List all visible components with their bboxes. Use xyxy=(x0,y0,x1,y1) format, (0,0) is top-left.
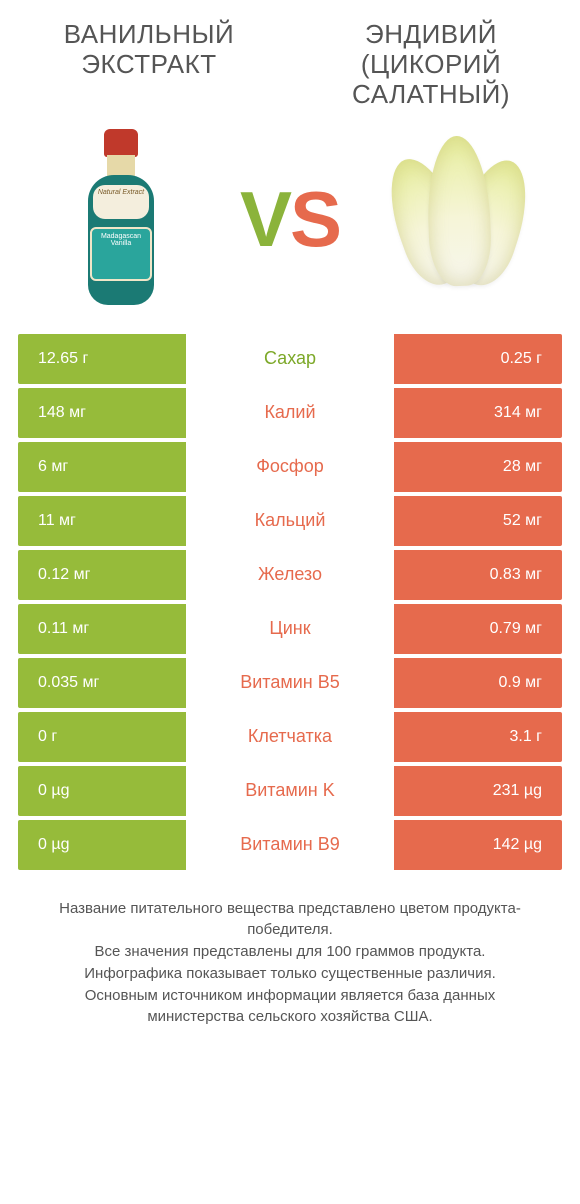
table-row: 0.035 мгВитамин B50.9 мг xyxy=(18,658,562,708)
table-row: 0 µgВитамин K231 µg xyxy=(18,766,562,816)
table-row: 6 мгФосфор28 мг xyxy=(18,442,562,492)
footnote-line: Основным источником информации является … xyxy=(40,985,540,1029)
right-value: 28 мг xyxy=(394,442,562,492)
left-value: 0.035 мг xyxy=(18,658,186,708)
endive-icon xyxy=(374,134,544,304)
left-value: 0.12 мг xyxy=(18,550,186,600)
left-value: 0 г xyxy=(18,712,186,762)
table-row: 0 гКлетчатка3.1 г xyxy=(18,712,562,762)
right-value: 0.9 мг xyxy=(394,658,562,708)
footnote-line: Название питательного вещества представл… xyxy=(40,898,540,942)
comparison-table: 12.65 гСахар0.25 г148 мгКалий314 мг6 мгФ… xyxy=(18,334,562,870)
table-row: 0.11 мгЦинк0.79 мг xyxy=(18,604,562,654)
table-row: 0.12 мгЖелезо0.83 мг xyxy=(18,550,562,600)
table-row: 0 µgВитамин B9142 µg xyxy=(18,820,562,870)
nutrient-name: Калий xyxy=(186,388,394,438)
footnotes: Название питательного вещества представл… xyxy=(40,898,540,1029)
right-image xyxy=(356,124,562,314)
left-value: 6 мг xyxy=(18,442,186,492)
left-title: ВАНИЛЬНЫЙ ЭКСТРАКТ xyxy=(18,20,280,110)
left-value: 0 µg xyxy=(18,820,186,870)
nutrient-name: Фосфор xyxy=(186,442,394,492)
left-value: 0 µg xyxy=(18,766,186,816)
nutrient-name: Витамин B5 xyxy=(186,658,394,708)
right-title: ЭНДИВИЙ (ЦИКОРИЙ САЛАТНЫЙ) xyxy=(300,20,562,110)
right-value: 0.79 мг xyxy=(394,604,562,654)
bottle-label-top: Natural Extract xyxy=(93,185,149,219)
vs-v: V xyxy=(240,175,290,263)
right-value: 0.25 г xyxy=(394,334,562,384)
left-value: 148 мг xyxy=(18,388,186,438)
images-row: Natural Extract Madagascan Vanilla VS xyxy=(18,124,562,314)
left-image: Natural Extract Madagascan Vanilla xyxy=(18,124,224,314)
table-row: 11 мгКальций52 мг xyxy=(18,496,562,546)
nutrient-name: Сахар xyxy=(186,334,394,384)
left-value: 11 мг xyxy=(18,496,186,546)
nutrient-name: Витамин B9 xyxy=(186,820,394,870)
vs-label: VS xyxy=(240,180,340,258)
left-value: 12.65 г xyxy=(18,334,186,384)
left-value: 0.11 мг xyxy=(18,604,186,654)
footnote-line: Инфографика показывает только существенн… xyxy=(40,963,540,985)
right-value: 52 мг xyxy=(394,496,562,546)
right-value: 231 µg xyxy=(394,766,562,816)
vs-s: S xyxy=(290,175,340,263)
nutrient-name: Витамин K xyxy=(186,766,394,816)
footnote-line: Все значения представлены для 100 граммо… xyxy=(40,941,540,963)
bottle-label-bottom: Madagascan Vanilla xyxy=(90,227,152,281)
vanilla-bottle-icon: Natural Extract Madagascan Vanilla xyxy=(86,129,156,309)
nutrient-name: Цинк xyxy=(186,604,394,654)
table-row: 148 мгКалий314 мг xyxy=(18,388,562,438)
nutrient-name: Железо xyxy=(186,550,394,600)
right-value: 314 мг xyxy=(394,388,562,438)
titles-row: ВАНИЛЬНЫЙ ЭКСТРАКТ ЭНДИВИЙ (ЦИКОРИЙ САЛА… xyxy=(18,20,562,110)
nutrient-name: Клетчатка xyxy=(186,712,394,762)
right-value: 142 µg xyxy=(394,820,562,870)
nutrient-name: Кальций xyxy=(186,496,394,546)
right-value: 0.83 мг xyxy=(394,550,562,600)
right-value: 3.1 г xyxy=(394,712,562,762)
table-row: 12.65 гСахар0.25 г xyxy=(18,334,562,384)
